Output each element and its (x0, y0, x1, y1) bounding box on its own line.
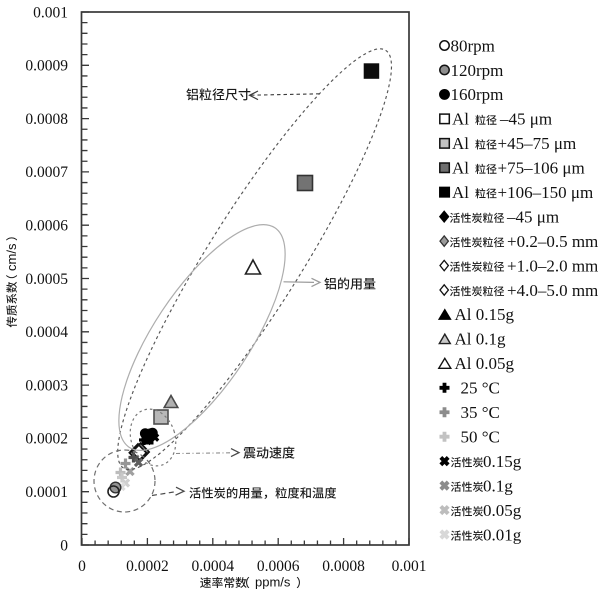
svg-text:0.0007: 0.0007 (25, 164, 68, 181)
svg-text:+0.2–0.5 mm: +0.2–0.5 mm (507, 232, 598, 251)
svg-text:0: 0 (60, 537, 68, 554)
svg-text:+4.0–5.0 mm: +4.0–5.0 mm (507, 281, 598, 300)
svg-text:0.001: 0.001 (392, 558, 427, 575)
svg-text:Al: Al (452, 183, 469, 202)
svg-text:160rpm: 160rpm (451, 85, 504, 104)
svg-text:–45 μm: –45 μm (506, 208, 559, 227)
svg-text:+1.0–2.0 mm: +1.0–2.0 mm (507, 256, 598, 275)
svg-text:25 °C: 25 °C (461, 379, 500, 398)
svg-text:Al 0.1g: Al 0.1g (455, 330, 507, 349)
svg-text:0.0006: 0.0006 (257, 558, 300, 575)
svg-text:0.0004: 0.0004 (191, 558, 234, 575)
svg-text:80rpm: 80rpm (451, 36, 495, 55)
svg-text:0.0009: 0.0009 (25, 58, 68, 75)
svg-text:–45 μm: –45 μm (499, 110, 552, 129)
svg-text:Al 0.15g: Al 0.15g (455, 305, 515, 324)
svg-text:0.05g: 0.05g (483, 501, 522, 520)
svg-text:Al: Al (452, 159, 469, 178)
svg-text:Al: Al (452, 110, 469, 129)
svg-text:ppm/s: ppm/s (255, 575, 291, 590)
svg-text:+106–150 μm: +106–150 μm (498, 183, 594, 202)
svg-text:0.0006: 0.0006 (25, 218, 68, 235)
svg-text:0.15g: 0.15g (483, 452, 522, 471)
svg-text:0.0005: 0.0005 (25, 271, 68, 288)
svg-text:0.0001: 0.0001 (25, 484, 68, 501)
svg-text:+45–75 μm: +45–75 μm (498, 134, 577, 153)
svg-text:0.0008: 0.0008 (25, 111, 68, 128)
svg-text:0.1g: 0.1g (483, 476, 513, 495)
svg-text:0.0002: 0.0002 (126, 558, 169, 575)
svg-text:0: 0 (78, 558, 86, 575)
svg-text:0.0008: 0.0008 (322, 558, 365, 575)
svg-text:0.001: 0.001 (33, 4, 68, 21)
svg-text:50 °C: 50 °C (461, 428, 500, 447)
svg-text:Al: Al (452, 134, 469, 153)
svg-text:0.01g: 0.01g (483, 525, 522, 544)
svg-text:0.0002: 0.0002 (25, 431, 68, 448)
svg-text:0.0004: 0.0004 (25, 324, 68, 341)
svg-text:0.0003: 0.0003 (25, 377, 68, 394)
svg-text:120rpm: 120rpm (451, 61, 504, 80)
svg-text:Al 0.05g: Al 0.05g (455, 354, 515, 373)
svg-text:35 °C: 35 °C (461, 403, 500, 422)
svg-text:+75–106 μm: +75–106 μm (498, 159, 585, 178)
svg-text:cm/s: cm/s (4, 243, 19, 271)
